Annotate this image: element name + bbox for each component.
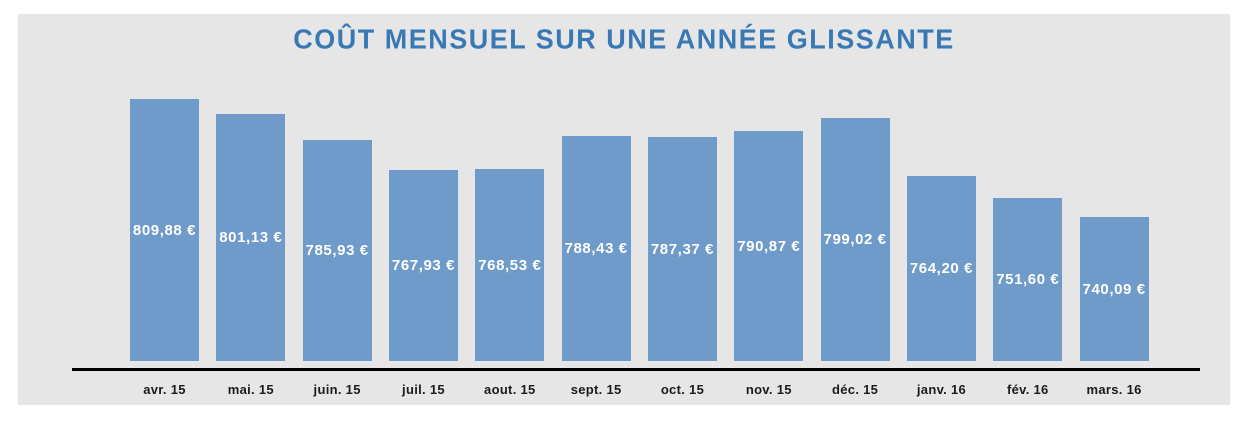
bar-value-label: 767,93 € xyxy=(391,257,456,275)
bar-value-label: 787,37 € xyxy=(650,240,715,258)
bar: 788,43 € xyxy=(561,135,631,361)
bar-value-label: 801,13 € xyxy=(219,229,283,247)
bar-value-label: 799,02 € xyxy=(823,230,887,248)
bar-chart-plot-area: 809,88 € avr. 15 801,13 € mai. 15 785,93 € ju… xyxy=(18,14,1230,405)
chart-panel: COÛT MENSUEL SUR UNE ANNÉE GLISSANTE 809… xyxy=(18,14,1230,405)
bar-value-label: 788,43 € xyxy=(564,239,628,257)
bar: 809,88 € xyxy=(130,99,199,361)
bar: 801,13 € xyxy=(216,114,286,361)
x-axis-label: juil. 15 xyxy=(402,382,445,397)
x-axis-label: nov. 15 xyxy=(745,382,792,397)
x-axis-label: sept. 15 xyxy=(570,382,622,397)
bar: 785,93 € xyxy=(302,139,372,361)
bar: 764,20 € xyxy=(906,176,976,361)
bar-value-label: 785,93 € xyxy=(305,241,369,259)
bar-value-label: 751,60 € xyxy=(996,270,1060,288)
bar-value-label: 790,87 € xyxy=(737,237,801,255)
bar: 787,37 € xyxy=(647,137,717,361)
bar: 740,09 € xyxy=(1079,217,1149,361)
x-axis-label: mars. 16 xyxy=(1086,382,1142,397)
bar: 768,53 € xyxy=(475,169,545,361)
x-axis-label: juin. 15 xyxy=(313,382,361,397)
bar: 799,02 € xyxy=(820,117,890,361)
x-axis-line xyxy=(72,368,1200,371)
x-axis-label: mai. 15 xyxy=(227,382,274,397)
bar: 767,93 € xyxy=(388,170,458,361)
x-axis-label: aout. 15 xyxy=(484,382,536,397)
chart-title: COÛT MENSUEL SUR UNE ANNÉE GLISSANTE xyxy=(293,23,955,55)
x-axis-label: fév. 16 xyxy=(1006,382,1049,397)
bar: 790,87 € xyxy=(734,131,804,361)
bar-value-label: 764,20 € xyxy=(909,260,974,278)
bar: 751,60 € xyxy=(993,197,1063,361)
x-axis-label: oct. 15 xyxy=(660,382,705,397)
bar-value-label: 768,53 € xyxy=(478,256,542,274)
bar-value-label: 809,88 € xyxy=(132,221,197,239)
x-axis-label: déc. 15 xyxy=(832,382,879,397)
bar-value-label: 740,09 € xyxy=(1082,280,1146,298)
x-axis-label: avr. 15 xyxy=(143,382,186,397)
x-axis-label: janv. 16 xyxy=(916,382,967,397)
